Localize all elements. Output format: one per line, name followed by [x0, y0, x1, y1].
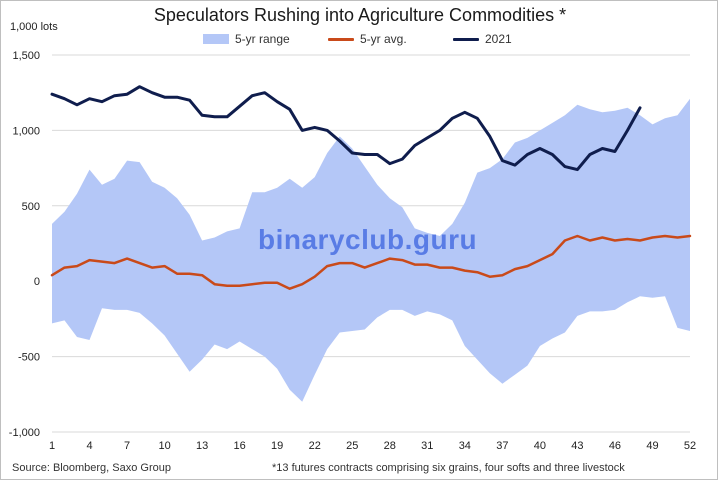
x-tick-label: 49 — [646, 440, 658, 452]
legend-label-avg: 5-yr avg. — [360, 32, 407, 46]
legend-label-2021: 2021 — [485, 32, 512, 46]
x-tick-label: 40 — [534, 440, 546, 452]
chart-title: Speculators Rushing into Agriculture Com… — [153, 5, 567, 25]
x-tick-label: 22 — [309, 440, 321, 452]
x-tick-label: 34 — [459, 440, 471, 452]
x-tick-label: 43 — [571, 440, 583, 452]
legend: 5-yr range 5-yr avg. 2021 — [0, 32, 720, 48]
x-tick-label: 31 — [421, 440, 433, 452]
legend-item-range: 5-yr range — [203, 32, 290, 46]
footnote: *13 futures contracts comprising six gra… — [272, 462, 625, 474]
series-line-2021 — [50, 85, 642, 172]
y-axis-unit-label: 1,000 lots — [10, 21, 58, 33]
x-tick-label: 10 — [158, 440, 170, 452]
legend-item-2021: 2021 — [453, 32, 512, 46]
legend-swatch-2021 — [453, 37, 479, 41]
y-tick-label: 1,500 — [12, 50, 40, 62]
x-tick-label: 1 — [49, 440, 55, 452]
legend-swatch-avg — [328, 37, 354, 41]
x-tick-label: 52 — [684, 440, 696, 452]
legend-item-avg: 5-yr avg. — [328, 32, 407, 46]
legend-swatch-range — [203, 34, 229, 44]
x-tick-label: 37 — [496, 440, 508, 452]
series-area-5yr-range — [52, 98, 690, 402]
y-tick-label: -500 — [18, 352, 40, 364]
source-note: Source: Bloomberg, Saxo Group — [12, 462, 171, 474]
y-tick-label: 0 — [34, 276, 40, 288]
x-tick-label: 25 — [346, 440, 358, 452]
x-tick-label: 16 — [234, 440, 246, 452]
y-tick-label: -1,000 — [9, 427, 40, 439]
legend-label-range: 5-yr range — [235, 32, 290, 46]
x-tick-label: 4 — [86, 440, 92, 452]
series-line-5yr-avg — [50, 234, 692, 290]
x-tick-label: 13 — [196, 440, 208, 452]
y-tick-label: 500 — [22, 201, 40, 213]
x-tick-label: 46 — [609, 440, 621, 452]
watermark-text: binaryclub.guru — [258, 224, 478, 255]
x-tick-label: 19 — [271, 440, 283, 452]
x-tick-label: 28 — [384, 440, 396, 452]
y-tick-label: 1,000 — [12, 125, 40, 137]
x-tick-label: 7 — [124, 440, 130, 452]
